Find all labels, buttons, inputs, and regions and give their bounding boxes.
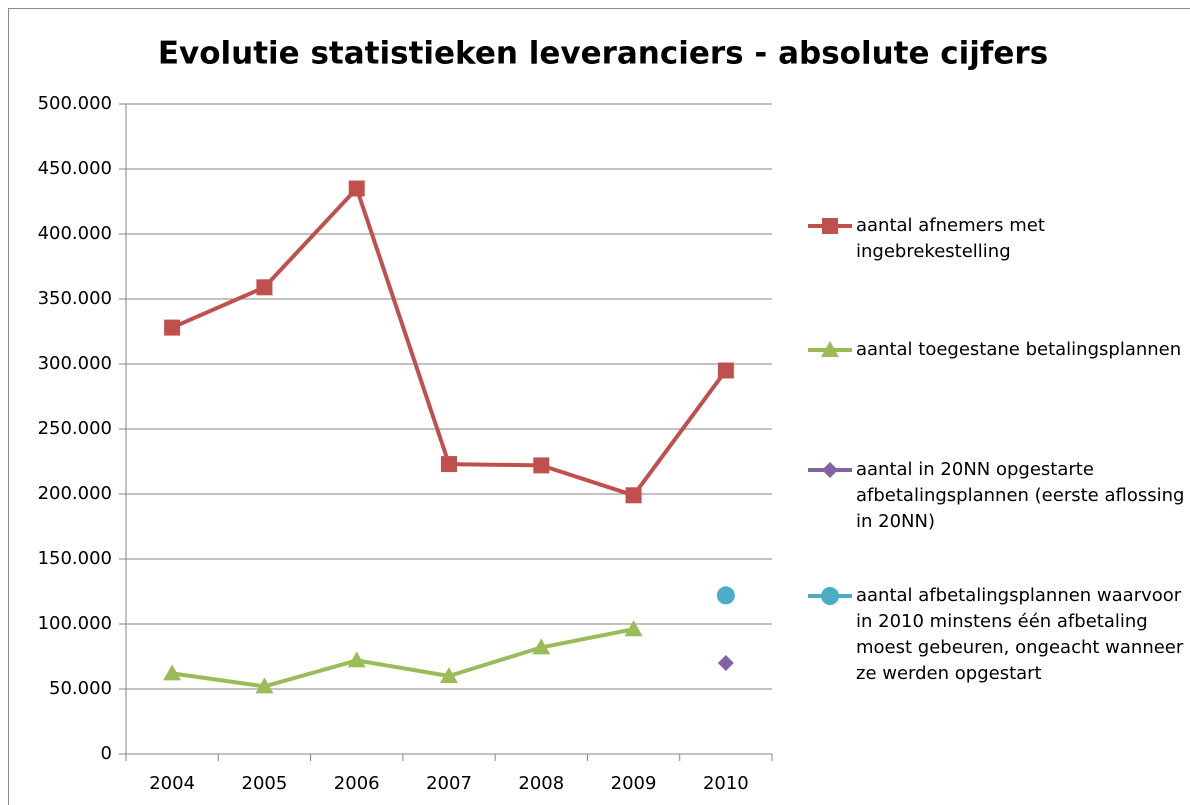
marker <box>164 319 181 336</box>
marker <box>163 664 182 681</box>
y-tick-label: 500.000 <box>38 93 112 114</box>
y-tick-label: 150.000 <box>38 548 112 569</box>
legend-swatch <box>808 587 852 605</box>
legend-item: aantal afbetalingsplannen waarvoor in 20… <box>806 583 1186 687</box>
y-tick-label: 100.000 <box>38 613 112 634</box>
x-tick-label: 2010 <box>703 773 749 794</box>
legend-swatch <box>808 462 852 478</box>
marker <box>717 362 734 379</box>
marker <box>717 655 734 671</box>
legend-item: aantal toegestane betalingsplannen <box>806 337 1186 363</box>
marker <box>533 457 550 474</box>
marker <box>821 587 839 605</box>
chart-border <box>8 8 1190 805</box>
marker <box>532 638 551 655</box>
x-tick-label: 2008 <box>518 773 564 794</box>
y-tick-label: 250.000 <box>38 418 112 439</box>
legend-label: aantal afnemers met ingebrekestelling <box>856 215 1045 262</box>
y-tick-label: 0 <box>101 743 112 764</box>
marker <box>347 651 366 668</box>
marker <box>440 667 458 683</box>
legend-label: aantal in 20NN opgestarte afbetalingspla… <box>856 459 1185 532</box>
series-line <box>171 627 634 689</box>
x-tick-label: 2009 <box>611 773 657 794</box>
legend-swatch <box>808 341 852 357</box>
y-tick-label: 50.000 <box>49 678 112 699</box>
x-tick-label: 2007 <box>426 773 472 794</box>
legend-item: aantal afnemers met ingebrekestelling <box>806 213 1186 265</box>
marker <box>348 180 365 197</box>
marker <box>256 279 273 296</box>
x-tick-label: 2005 <box>242 773 288 794</box>
marker <box>255 677 274 694</box>
y-tick-label: 200.000 <box>38 483 112 504</box>
x-tick-label: 2004 <box>149 773 195 794</box>
marker <box>822 218 838 234</box>
x-tick-label: 2006 <box>334 773 380 794</box>
series-line <box>171 186 728 498</box>
marker <box>716 586 735 605</box>
chart-title: Evolutie statistieken leveranciers - abs… <box>158 36 1048 72</box>
legend-label: aantal afbetalingsplannen waarvoor in 20… <box>856 585 1184 684</box>
legend-label: aantal toegestane betalingsplannen <box>856 339 1182 360</box>
y-tick-label: 450.000 <box>38 158 112 179</box>
legend-item: aantal in 20NN opgestarte afbetalingspla… <box>806 457 1186 535</box>
legend-swatch <box>808 218 852 234</box>
y-tick-label: 350.000 <box>38 288 112 309</box>
marker <box>822 462 838 478</box>
marker <box>441 456 457 473</box>
y-tick-label: 400.000 <box>38 223 112 244</box>
y-tick-label: 300.000 <box>38 353 112 374</box>
marker <box>624 620 643 637</box>
marker <box>625 487 642 504</box>
marker <box>821 341 839 357</box>
